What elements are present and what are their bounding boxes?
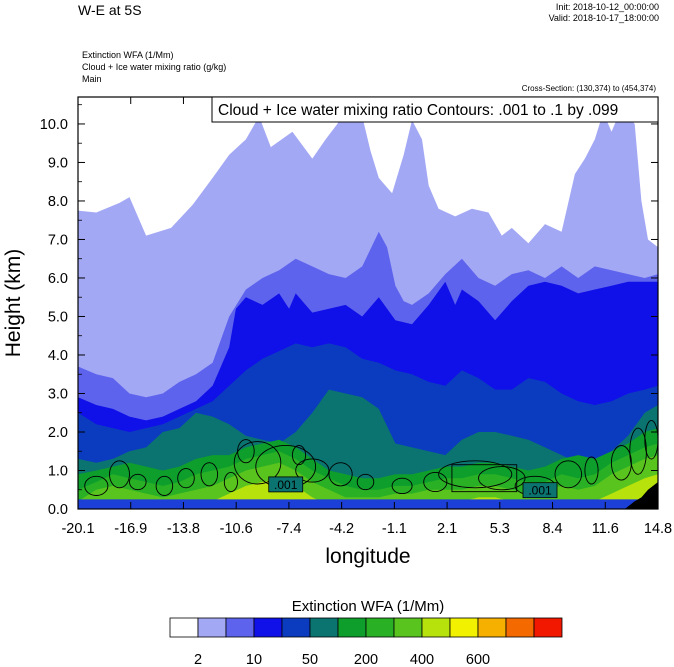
x-tick-label: 8.4 bbox=[542, 521, 562, 537]
x-tick-label: -1.1 bbox=[382, 521, 407, 537]
y-tick-label: 6.0 bbox=[48, 271, 68, 287]
field-label-mixing-ratio: Cloud + Ice water mixing ratio (g/kg) bbox=[82, 62, 227, 72]
colorbar-label: 200 bbox=[354, 652, 378, 667]
y-tick-label: 3.0 bbox=[48, 386, 68, 402]
terrain bbox=[624, 482, 658, 509]
contour-line bbox=[423, 471, 448, 493]
contour-line bbox=[391, 477, 413, 495]
colorbar-swatch bbox=[365, 617, 395, 638]
contour-line bbox=[237, 439, 255, 464]
x-tick-label: -13.8 bbox=[167, 521, 200, 537]
contour-line bbox=[84, 475, 109, 496]
colorbar-label: 600 bbox=[466, 652, 490, 667]
contour-line bbox=[644, 419, 658, 460]
init-time: Init: 2018-10-12_00:00:00 bbox=[555, 2, 659, 12]
colorbar-swatch bbox=[477, 617, 507, 638]
run-label: Main bbox=[82, 74, 102, 84]
y-tick-label: 8.0 bbox=[48, 194, 68, 210]
x-tick-label: -10.6 bbox=[220, 521, 253, 537]
contour-caption-box: Cloud + Ice water mixing ratio Contours:… bbox=[211, 96, 659, 123]
x-axis-label: longitude bbox=[325, 545, 410, 568]
contour-labels: .001 .001 bbox=[268, 476, 558, 499]
x-tick-label: 2.1 bbox=[437, 521, 457, 537]
colorbar-title: Extinction WFA (1/Mm) bbox=[292, 598, 445, 615]
contour-line bbox=[554, 460, 583, 489]
x-tick-label: -20.1 bbox=[61, 521, 94, 537]
colorbar: 2 10 50 200 400 600 bbox=[169, 617, 563, 667]
contour-line bbox=[200, 462, 219, 487]
colorbar-label: 50 bbox=[302, 652, 318, 667]
contour-line bbox=[129, 473, 147, 491]
contour-line bbox=[291, 445, 307, 466]
y-tick-label: 10.0 bbox=[40, 117, 68, 133]
contour-line bbox=[584, 456, 599, 485]
y-axis-label: Height (km) bbox=[2, 249, 25, 358]
contour-line bbox=[356, 473, 375, 491]
colorbar-swatch bbox=[449, 617, 479, 638]
contour-line bbox=[610, 445, 632, 481]
band-400 bbox=[78, 455, 658, 509]
colorbar-swatch bbox=[225, 617, 255, 638]
x-tick-label: -4.2 bbox=[329, 521, 354, 537]
contour-line bbox=[478, 466, 526, 491]
colorbar-swatch bbox=[533, 617, 563, 638]
colorbar-label: 2 bbox=[194, 652, 202, 667]
contour-label-box bbox=[522, 482, 558, 499]
y-tick-label: 4.0 bbox=[48, 348, 68, 364]
colorbar-swatch bbox=[309, 617, 339, 638]
surface-layer bbox=[78, 499, 658, 509]
contour-line bbox=[223, 471, 238, 493]
contour-line bbox=[451, 464, 518, 493]
contour-caption: Cloud + Ice water mixing ratio Contours:… bbox=[218, 102, 618, 119]
colorbar-swatch bbox=[421, 617, 451, 638]
cross-section-label: Cross-Section: (130,374) to (454,374) bbox=[521, 84, 656, 93]
x-tick-label: 14.8 bbox=[644, 521, 672, 537]
y-tick-label: 5.0 bbox=[48, 309, 68, 325]
valid-time: Valid: 2018-10-17_18:00:00 bbox=[548, 13, 659, 23]
x-tick-label: -7.4 bbox=[276, 521, 301, 537]
contour-line bbox=[177, 468, 195, 489]
contour-line bbox=[155, 475, 174, 496]
colorbar-swatch bbox=[505, 617, 535, 638]
y-tick-label: 1.0 bbox=[48, 463, 68, 479]
x-tick-label: 11.6 bbox=[592, 521, 619, 537]
contour-line bbox=[438, 460, 513, 489]
y-tick-label: 2.0 bbox=[48, 425, 68, 441]
colorbar-label: 400 bbox=[410, 652, 434, 667]
field-label-extinction: Extinction WFA (1/Mm) bbox=[82, 50, 174, 60]
colorbar-swatch bbox=[393, 617, 423, 638]
y-tick-label: 9.0 bbox=[48, 155, 68, 171]
plot-title: W-E at 5S bbox=[78, 2, 142, 18]
contour-label: .001 bbox=[274, 478, 298, 492]
contour-line bbox=[233, 441, 282, 485]
contour-label-box bbox=[268, 476, 304, 493]
colorbar-swatch bbox=[197, 617, 227, 638]
colorbar-label: 10 bbox=[246, 652, 262, 667]
extinction-fill bbox=[78, 97, 658, 509]
colorbar-swatch bbox=[169, 617, 199, 638]
x-tick-label: -16.9 bbox=[114, 521, 147, 537]
contour-line bbox=[328, 462, 353, 487]
colorbar-swatch bbox=[337, 617, 367, 638]
y-tick-label: 7.0 bbox=[48, 232, 68, 248]
colorbar-swatch bbox=[253, 617, 283, 638]
contour-line bbox=[109, 460, 130, 489]
contour-line bbox=[295, 458, 330, 483]
contour-label: .001 bbox=[528, 484, 552, 498]
x-tick-label: 5.3 bbox=[490, 521, 510, 537]
mixing-ratio-contours bbox=[84, 419, 658, 496]
y-tick-label: 0.0 bbox=[48, 502, 68, 518]
colorbar-swatch bbox=[281, 617, 311, 638]
